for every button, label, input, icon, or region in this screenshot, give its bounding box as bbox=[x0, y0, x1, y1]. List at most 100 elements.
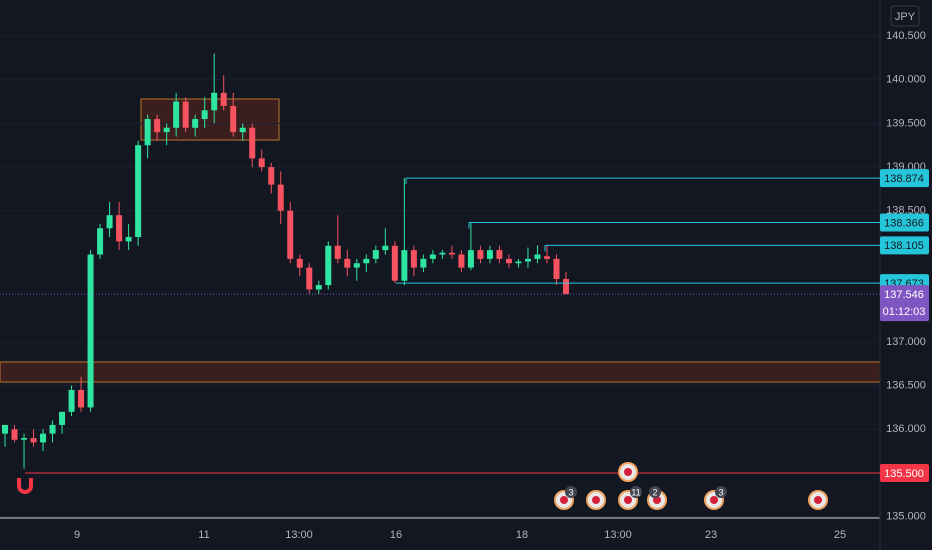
candle bbox=[163, 123, 170, 146]
candle bbox=[154, 114, 161, 141]
y-tick-label: 135.000 bbox=[886, 511, 926, 523]
candle-body bbox=[40, 433, 47, 443]
candle-body bbox=[30, 438, 37, 443]
level-label-box bbox=[880, 213, 929, 232]
candle bbox=[97, 223, 104, 259]
level-label-box bbox=[880, 463, 929, 482]
currency: JPY bbox=[895, 11, 916, 23]
candle-body bbox=[448, 252, 455, 255]
candle bbox=[30, 429, 37, 447]
candle bbox=[325, 241, 332, 290]
candle-body bbox=[543, 256, 550, 259]
candle bbox=[429, 250, 436, 264]
level-label-box bbox=[880, 169, 929, 188]
event-flag bbox=[624, 496, 632, 504]
candle-body bbox=[59, 411, 66, 425]
y-tick-label: 139.500 bbox=[886, 117, 926, 129]
candle bbox=[182, 97, 189, 133]
candle bbox=[21, 433, 28, 469]
candle-body bbox=[496, 250, 503, 259]
candle-body bbox=[201, 110, 208, 120]
candle-body bbox=[116, 215, 123, 242]
candle-body bbox=[477, 250, 484, 259]
candle-body bbox=[49, 424, 56, 434]
plot: 135.000136.000136.500137.000138.500139.0… bbox=[0, 30, 929, 541]
x-tick-label: 9 bbox=[74, 529, 80, 541]
currency-box[interactable] bbox=[890, 5, 920, 27]
countdown: 01:12:03 bbox=[883, 306, 926, 318]
event-count: 2 bbox=[652, 487, 657, 497]
candle-body bbox=[420, 258, 427, 268]
event-count: 3 bbox=[568, 487, 573, 497]
level-label: 138.366 bbox=[884, 217, 924, 229]
x-tick-label: 25 bbox=[834, 529, 846, 541]
candle-body bbox=[306, 267, 313, 290]
candle-body bbox=[78, 389, 85, 408]
candle-body bbox=[458, 254, 465, 268]
candle bbox=[87, 250, 94, 412]
magnet-icon[interactable] bbox=[17, 478, 33, 494]
candle-body bbox=[372, 250, 379, 259]
candle-body bbox=[106, 215, 113, 229]
candle-body bbox=[344, 258, 351, 268]
event-badge bbox=[649, 486, 661, 498]
y-tick-label: 140.000 bbox=[886, 74, 926, 86]
candle-body bbox=[553, 258, 560, 279]
candle-body bbox=[144, 119, 151, 146]
candle-body bbox=[410, 250, 417, 268]
candle bbox=[201, 97, 208, 128]
candle bbox=[496, 245, 503, 264]
candle-body bbox=[353, 263, 360, 268]
candle-body bbox=[125, 237, 132, 242]
candle bbox=[173, 92, 180, 137]
event-flag bbox=[710, 496, 718, 504]
candle-body bbox=[87, 254, 94, 408]
candle-body bbox=[230, 105, 237, 133]
candle-body bbox=[192, 119, 199, 128]
candle bbox=[334, 215, 341, 264]
candle bbox=[249, 123, 256, 168]
candle bbox=[125, 223, 132, 251]
event-flag bbox=[624, 468, 632, 476]
level-label: 138.874 bbox=[884, 173, 924, 185]
y-tick-label: 140.500 bbox=[886, 30, 926, 42]
candle-body bbox=[486, 250, 493, 259]
candle-body bbox=[325, 245, 332, 286]
candle bbox=[287, 202, 294, 264]
candle bbox=[258, 149, 265, 172]
x-tick-label: 13:00 bbox=[604, 529, 632, 541]
candle-body bbox=[239, 127, 246, 133]
candle bbox=[439, 250, 446, 259]
candle-body bbox=[382, 245, 389, 251]
candle-body bbox=[296, 258, 303, 268]
candle bbox=[277, 171, 284, 224]
x-tick-label: 23 bbox=[705, 529, 717, 541]
candle-body bbox=[268, 167, 275, 185]
candle-body bbox=[439, 252, 446, 255]
candle bbox=[382, 228, 389, 255]
candle bbox=[401, 178, 408, 286]
x-tick-label: 11 bbox=[198, 529, 209, 541]
candle-body bbox=[182, 101, 189, 128]
candle-body bbox=[21, 438, 28, 440]
candle bbox=[458, 250, 465, 272]
range-box bbox=[140, 98, 280, 141]
candle-body bbox=[2, 424, 8, 434]
y-tick-label: 136.000 bbox=[886, 423, 926, 435]
zone-box bbox=[0, 361, 881, 383]
candle bbox=[486, 245, 493, 264]
event-flag bbox=[592, 496, 600, 504]
candle bbox=[315, 280, 322, 294]
candle-body bbox=[524, 258, 531, 262]
x-tick-label: 13:00 bbox=[285, 529, 313, 541]
candle bbox=[144, 114, 151, 159]
candle-body bbox=[68, 389, 75, 412]
candle bbox=[448, 245, 455, 259]
y-tick-label: 136.500 bbox=[886, 380, 926, 392]
candle bbox=[230, 92, 237, 137]
level-label-box bbox=[880, 236, 929, 255]
x-tick-label: 18 bbox=[516, 529, 528, 541]
candle-body bbox=[249, 127, 256, 159]
candle bbox=[2, 424, 8, 447]
candle bbox=[344, 250, 351, 277]
